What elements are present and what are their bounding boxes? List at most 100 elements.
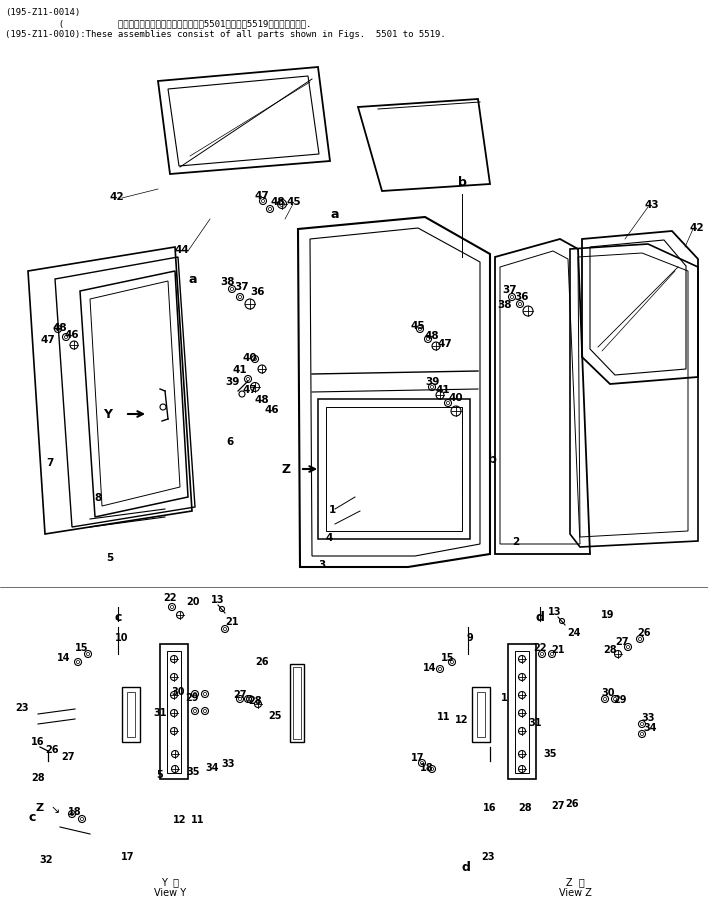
Text: 45: 45 xyxy=(411,321,426,330)
Text: 41: 41 xyxy=(435,385,450,395)
Text: ↘: ↘ xyxy=(50,804,59,815)
Text: 25: 25 xyxy=(268,711,282,721)
Text: 2: 2 xyxy=(512,536,519,546)
Text: 6: 6 xyxy=(227,436,234,446)
Text: 18: 18 xyxy=(420,762,434,772)
Bar xyxy=(318,399,470,539)
Text: 39: 39 xyxy=(425,377,439,386)
Text: 42: 42 xyxy=(110,191,125,201)
Text: 47: 47 xyxy=(438,339,452,349)
Text: 1: 1 xyxy=(501,693,508,703)
Text: 12: 12 xyxy=(173,815,187,824)
Text: c: c xyxy=(28,811,35,824)
Text: 11: 11 xyxy=(438,712,451,721)
Text: 23: 23 xyxy=(481,851,495,861)
Text: (195-Z11-0010):These assemblies consist of all parts shown in Figs.  5501 to 551: (195-Z11-0010):These assemblies consist … xyxy=(5,30,446,39)
Text: 15: 15 xyxy=(441,652,455,662)
Text: 48: 48 xyxy=(255,395,269,405)
Text: 10: 10 xyxy=(115,632,129,642)
Text: 26: 26 xyxy=(256,656,269,666)
Text: 17: 17 xyxy=(121,851,135,861)
Text: 12: 12 xyxy=(455,714,469,724)
Text: 36: 36 xyxy=(515,292,530,302)
Text: 47: 47 xyxy=(243,385,258,395)
Text: 39: 39 xyxy=(225,377,239,386)
Bar xyxy=(127,693,135,737)
Bar xyxy=(508,644,536,779)
Text: 19: 19 xyxy=(601,610,615,619)
Text: 33: 33 xyxy=(221,759,235,768)
Text: 40: 40 xyxy=(449,393,463,403)
Bar xyxy=(160,644,188,779)
Bar xyxy=(122,687,140,742)
Text: 8: 8 xyxy=(94,492,102,502)
Text: 42: 42 xyxy=(690,223,704,233)
Text: 47: 47 xyxy=(255,191,269,200)
Text: Z  様: Z 様 xyxy=(566,876,584,886)
Bar xyxy=(472,687,490,742)
Text: 36: 36 xyxy=(251,286,266,297)
Text: 18: 18 xyxy=(68,806,82,816)
Text: 35: 35 xyxy=(186,766,200,777)
Text: 13: 13 xyxy=(548,606,561,617)
Text: 4: 4 xyxy=(326,533,333,543)
Text: 5: 5 xyxy=(106,553,113,563)
Text: d: d xyxy=(462,861,470,873)
Text: 28: 28 xyxy=(603,644,617,655)
Text: 28: 28 xyxy=(249,695,262,705)
Text: 43: 43 xyxy=(645,200,659,209)
Text: b: b xyxy=(457,176,467,190)
Text: 13: 13 xyxy=(211,594,224,604)
Text: 45: 45 xyxy=(287,197,302,207)
Text: 48: 48 xyxy=(270,197,285,207)
Text: 26: 26 xyxy=(637,628,651,638)
Text: 24: 24 xyxy=(567,628,581,638)
Text: 34: 34 xyxy=(644,722,657,732)
Text: View Z: View Z xyxy=(559,887,591,897)
Text: 16: 16 xyxy=(31,736,45,746)
Circle shape xyxy=(280,202,285,208)
Text: b: b xyxy=(488,453,496,466)
Text: 44: 44 xyxy=(175,245,189,255)
Text: 15: 15 xyxy=(75,642,88,652)
Text: 48: 48 xyxy=(425,330,439,340)
Text: 35: 35 xyxy=(543,749,556,759)
Text: 3: 3 xyxy=(318,559,325,570)
Text: 28: 28 xyxy=(31,772,45,782)
Text: 22: 22 xyxy=(533,642,547,652)
Text: a: a xyxy=(331,209,339,221)
Text: 22: 22 xyxy=(164,592,177,602)
Text: 33: 33 xyxy=(641,712,655,722)
Bar xyxy=(167,651,181,773)
Text: 9: 9 xyxy=(467,632,474,642)
Text: 37: 37 xyxy=(503,284,518,294)
Text: Z: Z xyxy=(282,463,290,476)
Text: 30: 30 xyxy=(171,686,185,696)
Text: 21: 21 xyxy=(225,617,239,627)
Text: Y  様: Y 様 xyxy=(161,876,179,886)
Text: 11: 11 xyxy=(191,815,205,824)
Text: 23: 23 xyxy=(16,703,29,712)
Text: 48: 48 xyxy=(52,322,67,332)
Text: Z: Z xyxy=(36,802,44,812)
Text: (195-Z11-0014): (195-Z11-0014) xyxy=(5,8,80,17)
Bar xyxy=(290,665,304,742)
Text: 46: 46 xyxy=(64,330,79,340)
Text: 34: 34 xyxy=(205,762,219,772)
Text: (          これらのアセンブリの構成部品は第5501図から第5519図まで含みます.: ( これらのアセンブリの構成部品は第5501図から第5519図まで含みます. xyxy=(5,19,312,28)
Bar xyxy=(326,407,462,531)
Text: 47: 47 xyxy=(40,335,55,345)
Text: 31: 31 xyxy=(153,707,167,717)
Text: 29: 29 xyxy=(185,693,199,703)
Text: 31: 31 xyxy=(528,717,542,727)
Text: 38: 38 xyxy=(498,300,513,310)
Text: 16: 16 xyxy=(484,802,497,812)
Text: 21: 21 xyxy=(552,644,565,655)
Text: 32: 32 xyxy=(39,854,53,864)
Text: 37: 37 xyxy=(234,282,249,292)
Text: 27: 27 xyxy=(615,637,629,647)
Text: 28: 28 xyxy=(518,802,532,812)
Text: 27: 27 xyxy=(552,800,565,810)
Text: 38: 38 xyxy=(221,276,235,286)
Text: 30: 30 xyxy=(601,687,615,697)
